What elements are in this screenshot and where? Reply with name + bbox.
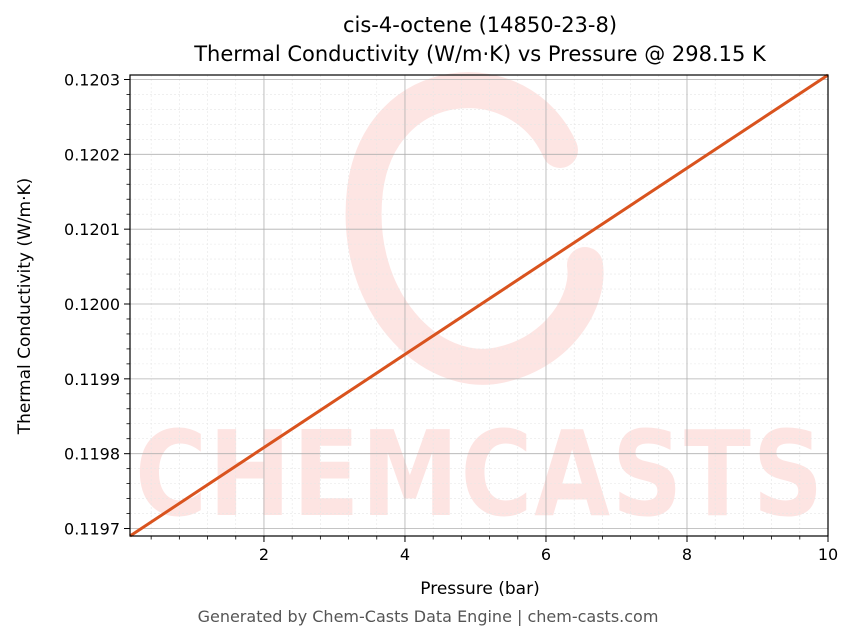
- y-tick-label: 0.1201: [64, 220, 120, 239]
- minor-grid: [130, 75, 828, 536]
- y-tick-label: 0.1197: [64, 520, 120, 539]
- y-tick-label: 0.1200: [64, 295, 120, 314]
- y-axis-label: Thermal Conductivity (W/m·K): [15, 178, 35, 436]
- y-tick-label: 0.1199: [64, 370, 120, 389]
- x-tick-label: 6: [541, 545, 551, 564]
- y-tick-label: 0.1203: [64, 70, 120, 89]
- chart-subtitle: Thermal Conductivity (W/m·K) vs Pressure…: [193, 42, 767, 66]
- x-axis-label: Pressure (bar): [420, 579, 539, 599]
- plot-frame: [129, 74, 829, 537]
- x-tick-label: 8: [682, 545, 692, 564]
- series-layer: [129, 73, 829, 538]
- x-tick-label: 2: [259, 545, 269, 564]
- y-axis: 0.1197 0.1198 0.1199 0.1200 0.1201 0.1202 0.12…: [64, 70, 130, 539]
- x-axis: 2 4 6 8 10: [150, 536, 838, 564]
- watermark-text: CHEMCASTS: [135, 405, 825, 543]
- series-line: [129, 73, 829, 538]
- watermark-logo: CHEMCASTS: [135, 72, 825, 543]
- footer-credit: Generated by Chem-Casts Data Engine | ch…: [197, 607, 659, 626]
- x-tick-label: 4: [400, 545, 410, 564]
- x-tick-label: 10: [818, 545, 838, 564]
- y-tick-label: 0.1202: [64, 145, 120, 164]
- y-tick-label: 0.1198: [64, 445, 120, 464]
- chart-title: cis-4-octene (14850-23-8): [343, 13, 617, 37]
